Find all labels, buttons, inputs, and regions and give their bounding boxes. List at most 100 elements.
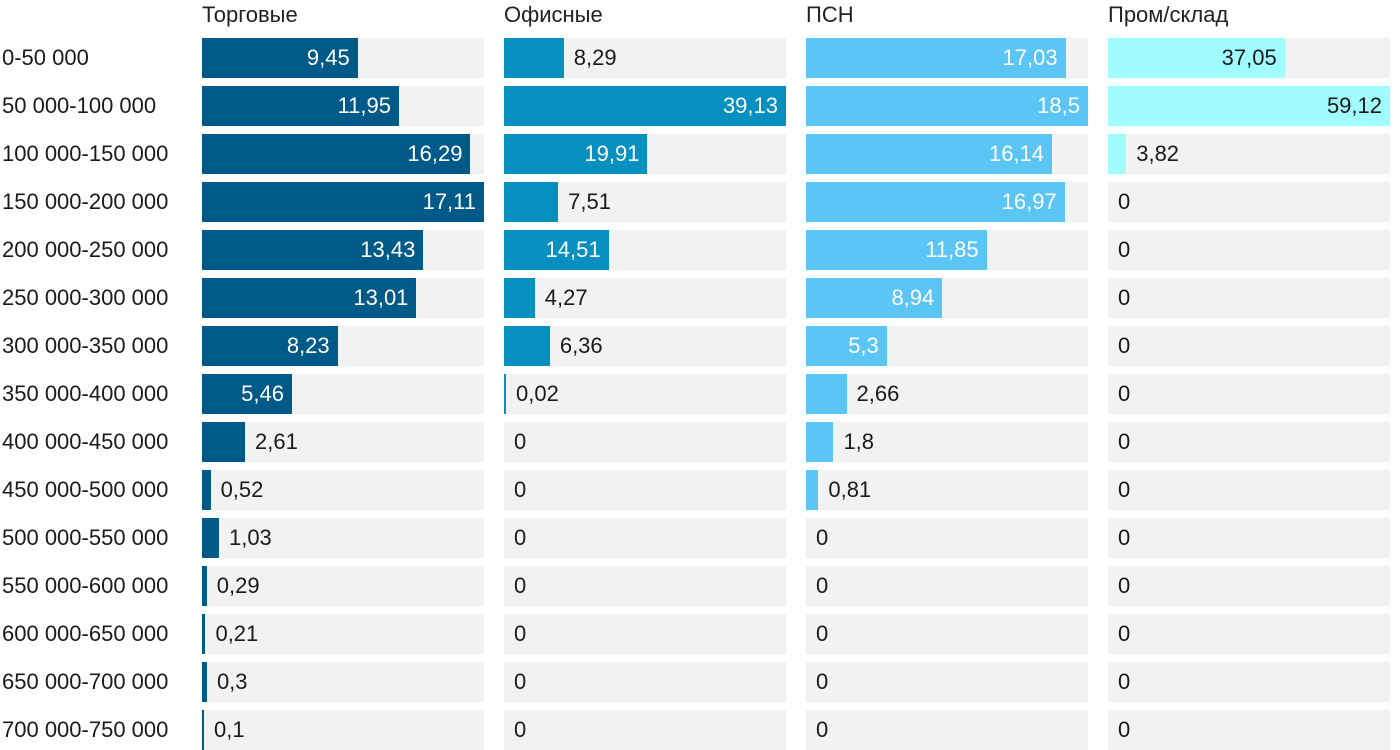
bar [504,374,506,414]
data-label: 0,02 [516,381,559,406]
bar-track: 0 [504,566,786,606]
data-label: 2,66 [856,381,900,406]
bar-track: 4,27 [504,278,786,318]
bar [504,134,648,174]
bar [202,374,292,414]
bar [504,86,786,126]
data-label: 0 [816,717,829,742]
bar-track: 0 [806,710,1088,750]
data-label: 59,12 [1326,93,1382,118]
bar [504,230,609,270]
bar-track: 6,36 [504,326,786,366]
bar-track: 0 [504,710,786,750]
bar-track: 9,45 [202,38,484,78]
bar-track: 1,8 [806,422,1088,462]
bar-track: 59,12 [1108,86,1390,126]
data-label: 0 [1118,717,1131,742]
bar-track: 0 [1108,230,1390,270]
data-label: 0 [816,621,829,646]
data-label: 17,03 [1002,45,1058,70]
data-label: 0 [1118,669,1131,694]
bar-track: 2,61 [202,422,484,462]
bar-track: 0,02 [504,374,786,414]
bar [202,278,417,318]
category-label: 500 000-550 000 [2,525,169,550]
bar [202,614,206,654]
bar-track: 0 [504,662,786,702]
bar-track: 8,29 [504,38,786,78]
series-title: Офисные [504,2,603,27]
category-label: 350 000-400 000 [2,381,169,406]
bar-track: 39,13 [504,86,786,126]
bar-track: 1,03 [202,518,484,558]
bar [504,278,535,318]
bar-track: 0 [806,614,1088,654]
data-label: 0 [1118,573,1131,598]
bar-track: 5,46 [202,374,484,414]
bar-track: 0 [1108,374,1390,414]
data-label: 0 [514,669,527,694]
data-label: 0,3 [216,669,248,694]
category-label: 200 000-250 000 [2,237,169,262]
data-label: 19,91 [584,141,640,166]
bar-track: 0 [1108,614,1390,654]
data-label: 0 [1118,381,1131,406]
bar-track: 0,3 [202,662,484,702]
bar [806,374,847,414]
bar [202,518,219,558]
category-label: 600 000-650 000 [2,621,169,646]
bar [806,134,1053,174]
bar-track: 0 [806,662,1088,702]
series-title: ПСН [806,2,854,27]
bar [202,662,207,702]
bar [1108,86,1390,126]
bar [202,134,471,174]
bar-track: 17,03 [806,38,1088,78]
bar [202,182,484,222]
bar [806,470,819,510]
data-label: 0,1 [214,717,245,742]
data-label: 5,46 [241,381,284,406]
data-label: 0 [514,573,527,598]
data-label: 11,95 [337,93,391,118]
data-label: 13,43 [360,237,416,262]
bar-track: 0 [504,518,786,558]
data-label: 14,51 [545,237,601,262]
category-label: 250 000-300 000 [2,285,169,310]
bar-track: 0 [504,614,786,654]
bar-track: 0 [1108,710,1390,750]
bar-track: 19,91 [504,134,786,174]
category-label: 550 000-600 000 [2,573,169,598]
category-label: 100 000-150 000 [2,141,169,166]
data-label: 6,36 [559,333,603,358]
bar-track: 0,21 [202,614,484,654]
data-label: 37,05 [1221,45,1277,70]
data-label: 3,82 [1136,141,1180,166]
bar [202,422,246,462]
bar-track: 11,95 [202,86,484,126]
bar [202,38,358,78]
data-label: 8,23 [286,333,330,358]
bar-track: 8,23 [202,326,484,366]
bar [806,86,1088,126]
bar-track: 0 [504,422,786,462]
data-label: 13,01 [353,285,409,310]
bar-track: 0,52 [202,470,484,510]
category-label: 450 000-500 000 [2,477,169,502]
data-label: 1,8 [843,429,875,454]
data-label: 0,81 [828,477,872,502]
bar [202,86,399,126]
bar [504,38,564,78]
category-label: 400 000-450 000 [2,429,169,454]
bar-track: 0 [1108,422,1390,462]
data-label: 0 [514,477,527,502]
bar [806,38,1066,78]
bar-track: 37,05 [1108,38,1390,78]
bar-track: 0 [1108,662,1390,702]
bar-track: 5,3 [806,326,1088,366]
data-label: 0 [514,429,527,454]
bar-track: 16,97 [806,182,1088,222]
bar [806,278,943,318]
series-title: Пром/склад [1108,2,1229,27]
